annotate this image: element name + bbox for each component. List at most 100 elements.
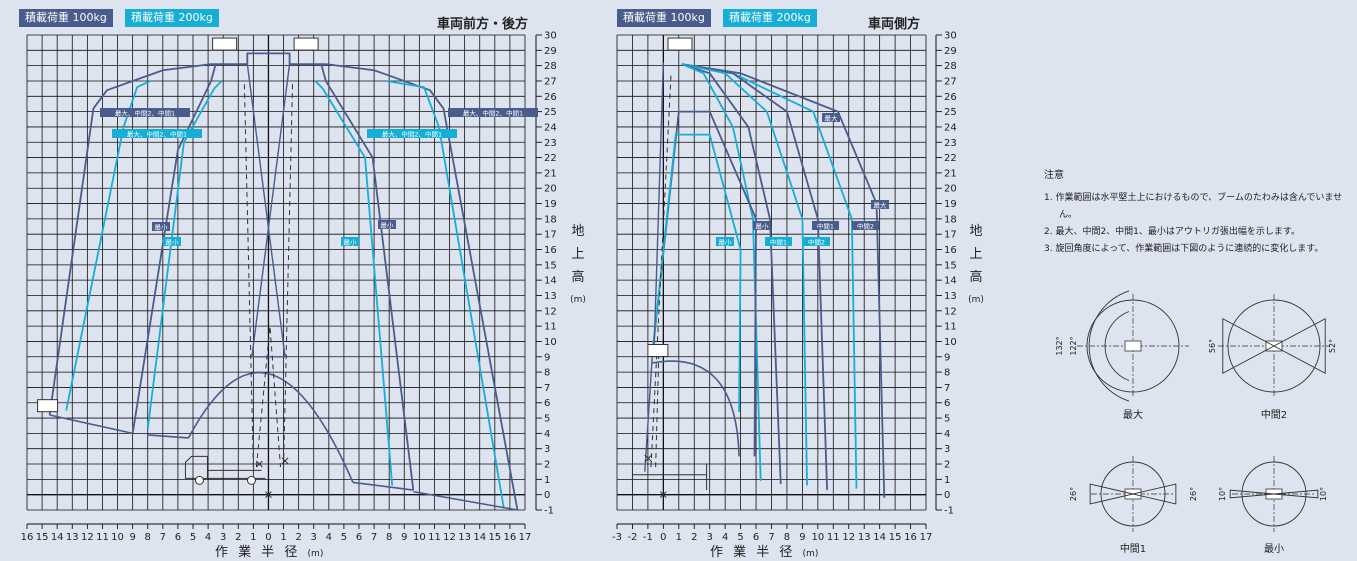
x-tick-label: 4	[205, 532, 211, 543]
x-tick-label: 0	[660, 532, 666, 543]
series-tag-bg	[152, 222, 170, 231]
y-tick-label: 4	[544, 429, 550, 440]
y-label-char: 上	[969, 247, 983, 262]
y-tick-label: 19	[544, 199, 557, 210]
y-tick-label: 16	[944, 245, 957, 256]
chart-side: -101234567891011121314151617181920212223…	[612, 31, 957, 544]
base-line	[49, 414, 133, 435]
series-tag: 中間1	[770, 237, 787, 246]
y-tick-label: 2	[944, 460, 950, 471]
x-tick-label: 13	[66, 532, 79, 543]
x-tick-label: 16	[904, 532, 917, 543]
outrigger-icon	[631, 454, 708, 498]
x-tick-label: 15	[36, 532, 49, 543]
y-tick-label: 2	[544, 460, 550, 471]
x-tick-label: 6	[175, 532, 181, 543]
y-tick-label: 9	[544, 352, 550, 363]
x-tick-label: 7	[768, 532, 774, 543]
y-tick-label: 25	[944, 107, 957, 118]
angle-label: 10°	[1319, 487, 1328, 501]
angle-label: 122°	[1069, 336, 1078, 355]
x-tick-label: 10	[111, 532, 124, 543]
y-tick-label: 11	[544, 322, 557, 333]
series-line	[681, 63, 829, 491]
x-tick-label: 14	[873, 532, 886, 543]
x-tick-label: 1	[280, 532, 286, 543]
y-tick-label: 30	[544, 31, 557, 42]
y-tick-label: 3	[544, 444, 550, 455]
bucket-icon	[212, 37, 238, 51]
outrigger-icon	[256, 457, 289, 498]
reach-wedge	[1132, 483, 1177, 505]
x-tick-label: 14	[473, 532, 486, 543]
boom-line	[644, 62, 665, 472]
series-tag: 中間2	[857, 221, 874, 230]
y-label-char: 高	[571, 270, 585, 285]
y-tick-label: 3	[944, 444, 950, 455]
y-tick-label: 1	[944, 475, 950, 486]
x-axis-label-right: 作 業 半 径 (m)	[710, 541, 818, 560]
x-axis-label-left: 作 業 半 径 (m)	[215, 541, 323, 560]
y-tick-label: 0	[944, 490, 950, 501]
x-tick-label: 2	[295, 532, 301, 543]
bucket-icon	[647, 344, 669, 358]
x-label-text: 作 業 半 径	[215, 545, 301, 560]
x-tick-label: 9	[129, 532, 135, 543]
x-tick-label: 7	[160, 532, 166, 543]
x-tick-label: 0	[265, 532, 271, 543]
y-tick-label: 28	[944, 61, 957, 72]
y-tick-label: 8	[544, 368, 550, 379]
y-tick-label: 1	[544, 475, 550, 486]
note-item-1: 1. 作業範囲は水平堅土上におけるもので、ブームのたわみは含んでいません。	[1044, 193, 1343, 220]
x-tick-label: 12	[842, 532, 855, 543]
x-tick-label: 13	[458, 532, 471, 543]
y-tick-label: 13	[544, 291, 557, 302]
x-tick-label: 6	[753, 532, 759, 543]
y-tick-label: 7	[544, 383, 550, 394]
outrigger-diagram-3	[1089, 456, 1177, 532]
base-line	[147, 434, 189, 439]
y-tick-label: -1	[544, 506, 554, 517]
x-tick-label: 4	[722, 532, 728, 543]
y-tick-label: 27	[544, 76, 557, 87]
series-tag: 最大、中間2、中間1	[463, 108, 523, 117]
series-line	[320, 63, 415, 491]
x-label-unit: (m)	[802, 549, 819, 559]
grid	[616, 34, 927, 511]
bucket-icon	[37, 399, 59, 413]
chart-title-front-rear: 車両前方・後方	[437, 17, 529, 32]
reach-arc	[1104, 311, 1130, 381]
x-tick-label: -1	[643, 532, 653, 543]
notes-panel: 注意 1. 作業範囲は水平堅土上におけるもので、ブームのたわみは含んでいません。…	[1044, 167, 1349, 258]
y-tick-label: 29	[944, 46, 957, 57]
angle-label: 56°	[1208, 339, 1217, 353]
y-tick-label: 20	[544, 184, 557, 195]
angle-label: 132°	[1055, 336, 1064, 355]
series-tag: 最小	[155, 222, 169, 231]
angle-label: 26°	[1069, 487, 1078, 501]
x-tick-label: -2	[627, 532, 637, 543]
y-tick-label: 13	[944, 291, 957, 302]
series-tag: 最小	[166, 237, 180, 246]
y-label-char: 上	[571, 247, 585, 262]
legend-200kg-left: 積載荷重 200kg	[125, 9, 219, 27]
y-tick-label: 23	[944, 138, 957, 149]
x-label-text: 作 業 半 径	[710, 545, 796, 560]
x-tick-label: 11	[827, 532, 840, 543]
y-tick-label: 11	[944, 322, 957, 333]
series-tag-bg	[871, 200, 889, 209]
x-label-unit: (m)	[307, 549, 324, 559]
y-tick-label: 10	[944, 337, 957, 348]
series-tag: 最大	[825, 113, 839, 122]
series-group	[48, 52, 519, 511]
series-tag-bg	[112, 129, 202, 138]
series-tag: 最大、中間2、中間1	[382, 129, 442, 138]
outrigger-diagram-1	[1077, 290, 1189, 402]
x-tick-label: 3	[311, 532, 317, 543]
series-line	[386, 80, 505, 509]
y-tick-label: 14	[944, 276, 957, 287]
angle-label: 26°	[1189, 487, 1198, 501]
y-tick-label: 18	[944, 214, 957, 225]
y-tick-label: 22	[944, 153, 957, 164]
x-tick-label: 15	[488, 532, 501, 543]
